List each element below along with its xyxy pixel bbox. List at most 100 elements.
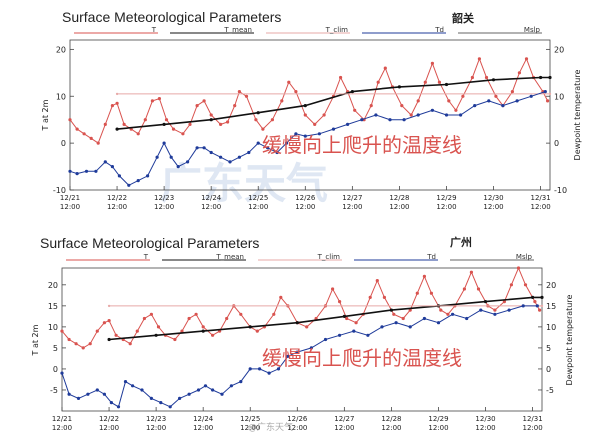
x-tick-date: 12/21 — [52, 415, 72, 423]
series-group — [68, 57, 552, 187]
legend-label-t-clim: T_clim — [325, 26, 349, 34]
x-tick-date: 12/26 — [287, 415, 308, 423]
y-tick-label: 10 — [48, 323, 58, 332]
data-point-t — [476, 287, 481, 291]
station-name: 广州 — [450, 235, 472, 249]
data-point-td — [248, 367, 252, 371]
data-point-td — [116, 405, 121, 409]
data-point-t — [261, 127, 265, 131]
data-point-td — [196, 388, 201, 392]
data-point-td — [465, 316, 469, 321]
data-point-td — [256, 141, 260, 145]
x-tick-time: 12:00 — [381, 424, 401, 432]
data-point-t-mean — [483, 300, 488, 304]
data-point-t — [75, 127, 79, 131]
data-point-t — [510, 90, 514, 94]
data-point-t — [447, 99, 451, 103]
data-point-t — [416, 99, 420, 103]
x-tick-time: 12:00 — [530, 203, 550, 211]
data-point-t — [523, 283, 528, 287]
data-point-td — [127, 183, 131, 187]
data-point-t-mean — [539, 75, 543, 80]
data-point-td — [75, 172, 79, 176]
y2-axis-label: Dewpoint temperature — [573, 69, 582, 160]
y-tick-label: 5 — [53, 344, 58, 353]
data-point-t — [538, 308, 542, 312]
legend-label-mslp: Mslp — [524, 26, 541, 34]
data-point-t-mean — [548, 75, 552, 80]
data-point-td — [94, 169, 98, 173]
legend-label-td: Td — [426, 253, 436, 261]
data-point-td — [529, 94, 533, 98]
data-point-td — [295, 350, 299, 354]
y-tick-label: 20 — [48, 281, 58, 290]
data-point-td — [229, 384, 233, 388]
x-tick-date: 12/28 — [381, 415, 401, 423]
data-point-t — [422, 274, 426, 278]
data-point-td — [169, 155, 173, 159]
data-point-t — [461, 94, 465, 98]
data-point-td — [195, 146, 199, 150]
data-point-t — [493, 308, 497, 312]
data-point-td — [331, 127, 336, 131]
data-point-t — [338, 300, 342, 304]
y2-tick-label: -10 — [554, 186, 567, 195]
data-point-t-clim — [548, 92, 552, 96]
data-point-td — [380, 325, 384, 329]
data-point-td — [247, 150, 251, 155]
data-point-td — [284, 141, 289, 145]
legend-label-t: T — [151, 26, 157, 34]
data-point-t — [173, 337, 177, 342]
data-point-t — [136, 132, 140, 136]
y-axis-label: T at 2m — [41, 99, 50, 131]
data-point-t — [382, 295, 386, 299]
data-point-t — [322, 113, 326, 117]
data-point-td — [430, 108, 434, 112]
y-tick-label: 0 — [61, 139, 66, 148]
data-point-t — [502, 300, 506, 304]
y2-tick-label: -5 — [546, 386, 554, 395]
data-point-t — [225, 316, 229, 321]
data-point-t — [194, 312, 198, 316]
data-point-td — [95, 388, 99, 392]
x-tick-date: 12/24 — [193, 415, 214, 423]
y2-tick-label: 0 — [546, 365, 551, 374]
y2-tick-label: 15 — [546, 302, 556, 311]
data-point-t — [533, 300, 537, 304]
data-point-td — [176, 165, 180, 169]
data-point-td — [275, 150, 279, 155]
x-tick-date: 12/24 — [201, 194, 222, 202]
data-point-t — [376, 80, 380, 84]
data-point-td — [303, 134, 307, 138]
plot-frame — [61, 267, 543, 412]
data-point-t — [354, 321, 358, 325]
data-point-t — [122, 122, 126, 126]
data-point-t — [272, 312, 276, 316]
data-point-t — [68, 118, 72, 122]
x-tick-time: 12:00 — [60, 203, 80, 211]
data-point-t — [383, 66, 387, 70]
data-point-t — [150, 99, 154, 103]
data-point-t — [89, 136, 93, 140]
chart-panel-guangzhou: Surface Meteorological Parameters 广州 T T_… — [31, 235, 574, 432]
station-name: 韶关 — [452, 11, 474, 25]
y2-tick-label: 20 — [554, 45, 564, 54]
y-tick-label: 0 — [53, 365, 58, 374]
data-point-t — [279, 295, 283, 299]
data-point-td — [103, 160, 107, 164]
legend-label-mslp: Mslp — [516, 253, 533, 261]
data-point-td — [436, 321, 441, 325]
data-point-t — [509, 283, 513, 287]
data-point-t-clim — [107, 304, 111, 308]
data-point-t — [287, 80, 291, 84]
data-point-td — [394, 321, 398, 325]
data-point-t — [400, 104, 404, 108]
data-point-t — [219, 122, 223, 126]
x-tick-date: 12/26 — [295, 194, 316, 202]
data-point-t — [82, 132, 86, 136]
data-point-t — [280, 99, 284, 103]
data-point-t — [313, 122, 317, 126]
y2-tick-label: 10 — [546, 323, 556, 332]
data-point-t — [102, 321, 106, 325]
data-point-td — [178, 396, 182, 400]
